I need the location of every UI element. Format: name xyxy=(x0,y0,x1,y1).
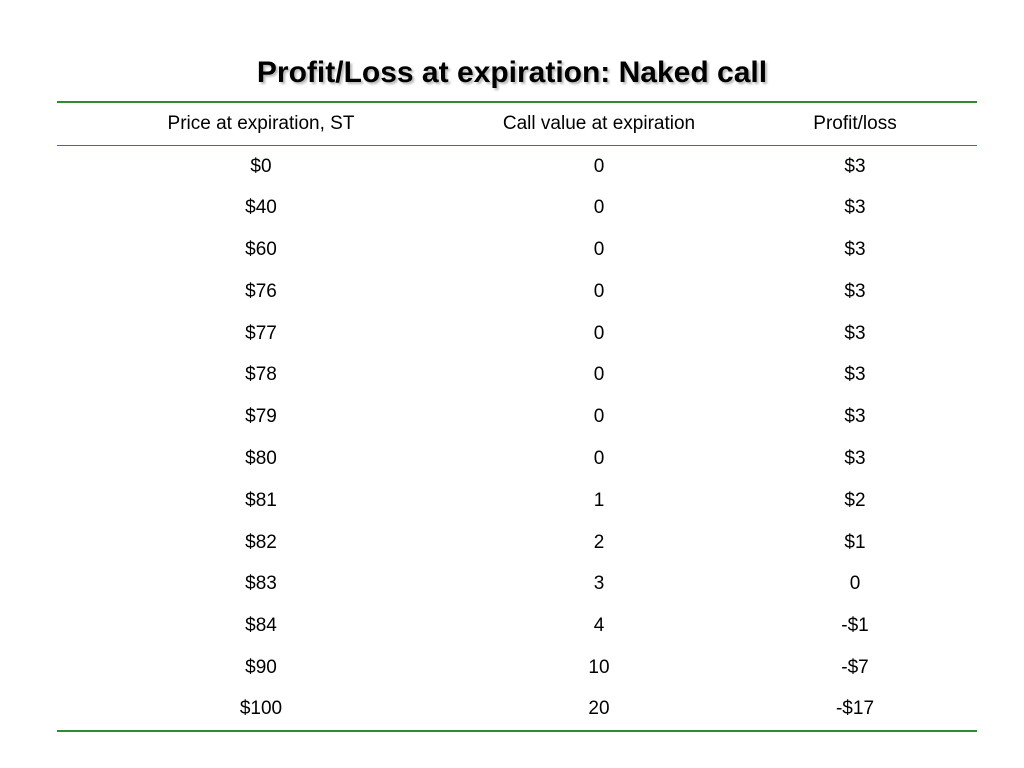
cell-call-value: 2 xyxy=(593,531,605,553)
cell-price: $82 xyxy=(245,531,277,553)
table-row: $81 1 $2 xyxy=(57,480,977,522)
cell-profit-loss: $3 xyxy=(844,447,866,469)
table-row: $60 0 $3 xyxy=(57,229,977,271)
table-row: $40 0 $3 xyxy=(57,187,977,229)
cell-price: $77 xyxy=(245,322,277,344)
cell-price: $81 xyxy=(245,489,277,511)
cell-call-value: 0 xyxy=(593,280,605,302)
cell-profit-loss: -$17 xyxy=(835,698,875,720)
cell-call-value: 4 xyxy=(593,615,605,637)
table-row: $83 3 0 xyxy=(57,563,977,605)
table-row: $78 0 $3 xyxy=(57,354,977,396)
table-row: $82 2 $1 xyxy=(57,522,977,564)
cell-call-value: 0 xyxy=(593,447,605,469)
cell-profit-loss: $3 xyxy=(844,280,866,302)
header-price-at-expiration: Price at expiration, ST xyxy=(167,113,355,134)
table-row: $100 20 -$17 xyxy=(57,689,977,731)
cell-price: $90 xyxy=(245,656,277,678)
cell-price: $40 xyxy=(245,197,277,219)
cell-price: $80 xyxy=(245,447,277,469)
table-row: $0 0 $3 xyxy=(57,146,977,188)
cell-profit-loss: $3 xyxy=(844,364,866,386)
cell-profit-loss: -$1 xyxy=(841,615,869,637)
cell-call-value: 0 xyxy=(593,238,605,260)
table-row: $80 0 $3 xyxy=(57,438,977,480)
cell-price: $84 xyxy=(245,615,277,637)
cell-price: $83 xyxy=(245,573,277,595)
cell-price: $100 xyxy=(239,698,283,720)
header-profit-loss: Profit/loss xyxy=(813,113,897,134)
table-row: $90 10 -$7 xyxy=(57,647,977,689)
payoff-table-container: Price at expiration, ST Call value at ex… xyxy=(57,101,977,732)
cell-price: $79 xyxy=(245,406,277,428)
table-row: $79 0 $3 xyxy=(57,396,977,438)
cell-profit-loss: $3 xyxy=(844,197,866,219)
cell-profit-loss: $3 xyxy=(844,155,866,177)
cell-price: $76 xyxy=(245,280,277,302)
table-row: $77 0 $3 xyxy=(57,313,977,355)
slide-title: Profit/Loss at expiration: Naked call xyxy=(256,56,768,89)
cell-price: $0 xyxy=(250,155,272,177)
cell-profit-loss: 0 xyxy=(849,573,861,595)
cell-price: $78 xyxy=(245,364,277,386)
cell-call-value: 3 xyxy=(593,573,605,595)
cell-call-value: 20 xyxy=(588,698,610,720)
table-header-row: Price at expiration, ST Call value at ex… xyxy=(57,102,977,146)
cell-call-value: 1 xyxy=(593,489,605,511)
cell-profit-loss: $3 xyxy=(844,238,866,260)
table-body: $0 0 $3 $40 0 $3 $60 0 $3 $76 0 $3 $77 0 $3 $78 0 $3 $79 0 $… xyxy=(57,146,977,731)
table-row: $84 4 -$1 xyxy=(57,605,977,647)
cell-profit-loss: -$7 xyxy=(841,656,869,678)
cell-call-value: 0 xyxy=(593,155,605,177)
payoff-table: Price at expiration, ST Call value at ex… xyxy=(57,101,977,732)
cell-call-value: 0 xyxy=(593,406,605,428)
cell-call-value: 0 xyxy=(593,197,605,219)
table-row: $76 0 $3 xyxy=(57,271,977,313)
cell-call-value: 10 xyxy=(588,656,610,678)
cell-price: $60 xyxy=(245,238,277,260)
header-call-value: Call value at expiration xyxy=(502,113,696,134)
cell-profit-loss: $1 xyxy=(844,531,866,553)
cell-call-value: 0 xyxy=(593,322,605,344)
cell-call-value: 0 xyxy=(593,364,605,386)
cell-profit-loss: $3 xyxy=(844,322,866,344)
cell-profit-loss: $2 xyxy=(844,489,866,511)
cell-profit-loss: $3 xyxy=(844,406,866,428)
